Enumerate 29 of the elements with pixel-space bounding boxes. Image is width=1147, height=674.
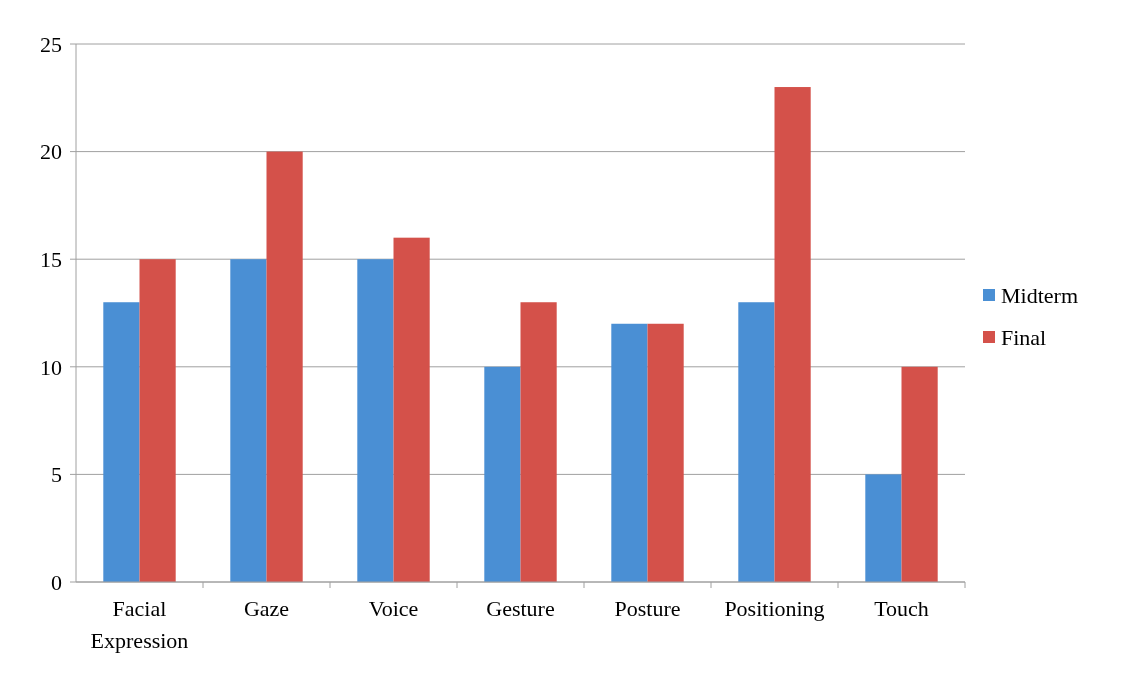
bar (357, 259, 394, 582)
bar (103, 302, 140, 582)
bar (647, 323, 684, 582)
y-tick-label: 5 (51, 462, 62, 488)
bar (139, 259, 176, 582)
bar (611, 323, 648, 582)
bar (520, 302, 557, 582)
y-tick-label: 0 (51, 569, 62, 595)
x-tick-label: Gaze (243, 596, 290, 621)
bar (901, 366, 938, 582)
bar (484, 366, 521, 582)
x-tick-label: Gesture (486, 596, 555, 621)
y-tick-label: 25 (40, 31, 62, 57)
bar (738, 302, 775, 582)
x-tick-label: Facial Expression (90, 596, 189, 653)
bar (774, 87, 811, 582)
x-tick-label: Posture (614, 596, 681, 621)
y-tick-label: 10 (40, 354, 62, 380)
legend-label: Midterm (1001, 282, 1078, 308)
y-tick-label: 15 (40, 246, 62, 272)
y-tick-label: 20 (40, 139, 62, 165)
x-tick-label: Voice (368, 596, 419, 621)
x-tick-label: Touch (874, 596, 929, 621)
legend-label: Final (1001, 324, 1047, 350)
x-tick-label: Positioning (724, 596, 825, 621)
bar (230, 259, 267, 582)
bar (393, 237, 430, 582)
bar (865, 474, 902, 582)
bar (266, 151, 303, 582)
